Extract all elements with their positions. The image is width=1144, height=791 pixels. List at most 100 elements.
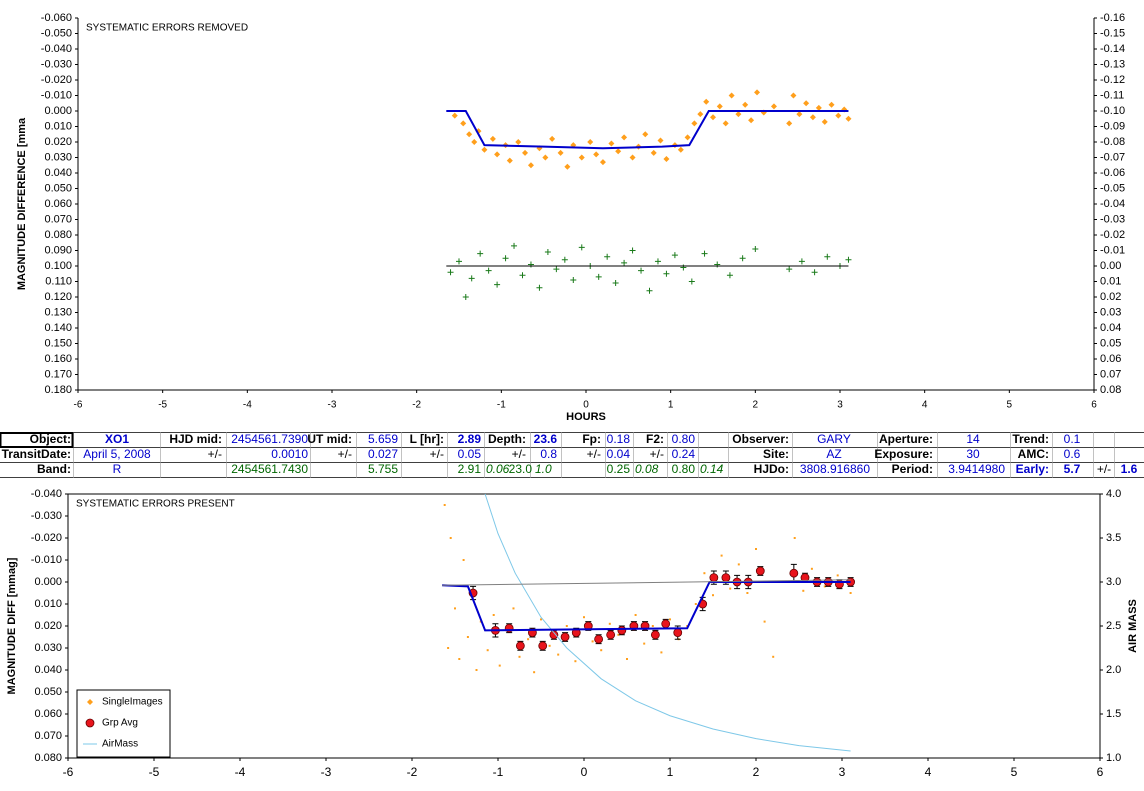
point	[710, 114, 716, 121]
point	[458, 658, 461, 660]
point	[498, 664, 501, 667]
table-cell: 0.14	[700, 462, 724, 476]
point	[845, 256, 852, 263]
point	[790, 92, 797, 99]
point	[462, 294, 469, 300]
y2-tick-label: -0.09	[1100, 120, 1125, 132]
point	[591, 640, 594, 643]
series-line	[484, 493, 851, 752]
x-tick-label: -3	[321, 765, 332, 779]
point	[755, 566, 765, 576]
table-cell: +/-	[587, 447, 601, 461]
y-tick-label: 0.060	[44, 198, 72, 210]
y2-tick-label: -0.03	[1100, 213, 1125, 225]
y-tick-label: 0.020	[34, 620, 62, 632]
point	[494, 151, 501, 158]
table-cell: Depth:	[488, 432, 526, 446]
y2-tick-label: 0.03	[1100, 306, 1121, 318]
table-cell: 30	[966, 447, 980, 461]
y-axis-label: MAGNITUDE DIFF [mmag]	[6, 557, 18, 694]
point	[557, 653, 560, 656]
point	[728, 92, 735, 99]
x-tick-label: -2	[412, 400, 421, 411]
y-tick-label: -0.030	[41, 58, 72, 70]
point	[475, 669, 478, 671]
y2-axis-label: AIR MASS	[1127, 599, 1139, 653]
table-cell: TransitDate:	[2, 447, 71, 461]
y-tick-label: 0.100	[44, 260, 72, 272]
y-tick-label: 0.070	[34, 730, 62, 742]
point	[608, 140, 615, 147]
y2-tick-label: -0.14	[1100, 43, 1125, 55]
y-tick-label: 0.140	[44, 322, 72, 334]
point	[646, 287, 653, 294]
y-tick-label: -0.040	[41, 43, 72, 55]
y2-tick-label: 0.04	[1100, 322, 1121, 334]
point	[515, 139, 522, 145]
point	[594, 634, 604, 644]
point	[748, 117, 755, 124]
table-cell: Exposure:	[874, 447, 933, 461]
y-tick-label: -0.040	[31, 488, 62, 500]
x-tick-label: 5	[1011, 765, 1018, 779]
series-line	[442, 579, 851, 586]
table-cell: Observer:	[732, 432, 789, 446]
x-tick-label: 4	[922, 400, 928, 411]
table-cell: 0.08	[635, 462, 659, 476]
point	[810, 567, 813, 570]
table-cell: Band:	[37, 462, 71, 476]
y-tick-label: -0.020	[31, 532, 62, 544]
point	[621, 259, 628, 266]
point	[802, 589, 805, 592]
point	[564, 163, 571, 170]
point	[721, 573, 731, 582]
y2-tick-label: -0.13	[1100, 58, 1125, 70]
y2-tick-label: 3.5	[1106, 532, 1121, 544]
table-cell: +/-	[430, 447, 444, 461]
point	[671, 252, 678, 259]
point	[578, 154, 585, 161]
point	[661, 619, 671, 629]
point	[512, 607, 515, 610]
point	[836, 574, 839, 577]
y-tick-label: 0.110	[45, 275, 72, 287]
y2-tick-label: 0.05	[1100, 337, 1121, 349]
x-tick-label: 6	[1091, 400, 1097, 411]
y2-tick-label: 4.0	[1106, 488, 1121, 500]
y2-tick-label: 0.02	[1100, 291, 1121, 303]
y-tick-label: 0.040	[44, 167, 72, 179]
table-cell: 3808.916860	[800, 462, 870, 476]
y2-tick-label: -0.02	[1100, 229, 1125, 241]
point	[544, 249, 551, 256]
point	[755, 548, 757, 550]
point	[600, 649, 603, 652]
point	[737, 563, 740, 566]
point	[651, 625, 654, 627]
y2-tick-label: -0.07	[1100, 151, 1125, 163]
point	[593, 151, 600, 158]
point	[561, 256, 568, 263]
point	[643, 642, 646, 645]
point	[786, 120, 793, 127]
series-line	[442, 581, 851, 632]
table-cell: L [hr]:	[410, 432, 444, 446]
point	[694, 603, 697, 605]
x-tick-label: -5	[149, 765, 160, 779]
point	[595, 273, 602, 280]
point	[680, 264, 687, 271]
point	[471, 139, 478, 145]
y-tick-label: 0.090	[44, 244, 72, 256]
point	[752, 245, 759, 252]
point	[527, 261, 534, 268]
point	[720, 554, 723, 557]
table-cell: April 5, 2008	[83, 447, 151, 461]
y-tick-label: 0.050	[44, 182, 72, 194]
x-tick-label: 3	[839, 765, 846, 779]
y2-tick-label: 3.0	[1106, 576, 1121, 588]
y-tick-label: 0.070	[44, 213, 72, 225]
y-tick-label: 0.180	[44, 384, 72, 396]
point	[443, 504, 446, 506]
point	[735, 111, 742, 118]
legend-label: SingleImages	[102, 697, 163, 708]
x-tick-label: 6	[1097, 765, 1104, 779]
